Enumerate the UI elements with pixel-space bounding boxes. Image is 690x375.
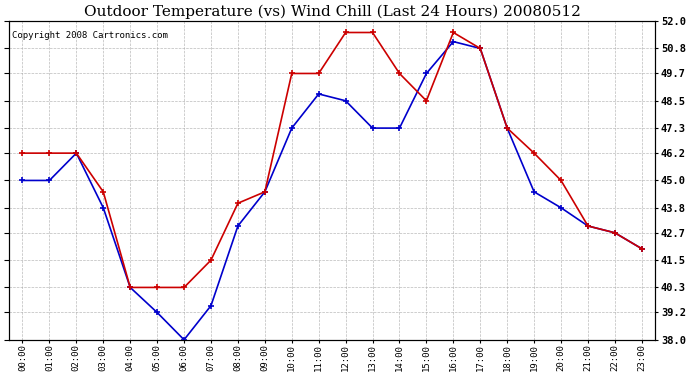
Title: Outdoor Temperature (vs) Wind Chill (Last 24 Hours) 20080512: Outdoor Temperature (vs) Wind Chill (Las… bbox=[83, 4, 580, 18]
Text: Copyright 2008 Cartronics.com: Copyright 2008 Cartronics.com bbox=[12, 31, 168, 40]
